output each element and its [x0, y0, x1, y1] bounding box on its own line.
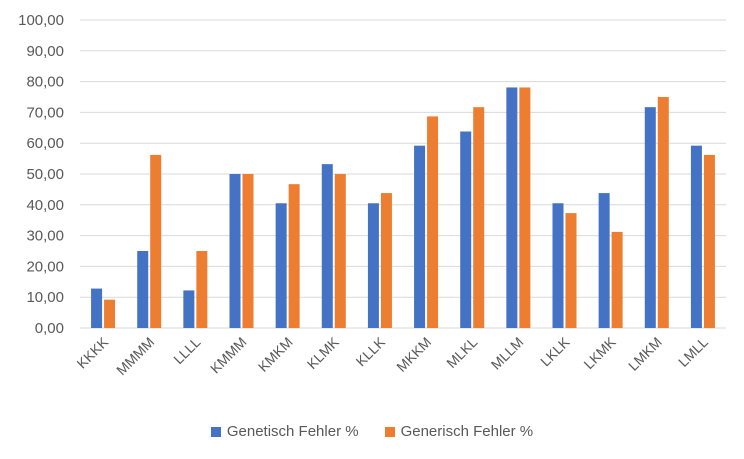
bar-generisch-mkkm — [427, 116, 439, 329]
y-tick-label: 20,00 — [26, 258, 64, 275]
y-tick-label: 80,00 — [26, 74, 64, 91]
legend-item-genetisch: Genetisch Fehler % — [210, 423, 359, 440]
bar-generisch-klmk — [334, 174, 346, 328]
bar-genetisch-klmk — [321, 164, 333, 328]
bar-generisch-kllk — [380, 193, 392, 328]
bar-generisch-kkkk — [104, 299, 116, 328]
y-tick-label: 0,00 — [35, 320, 64, 337]
y-tick-label: 10,00 — [26, 289, 64, 306]
legend-swatch-genetisch — [210, 426, 221, 437]
bar-genetisch-lmll — [690, 145, 702, 328]
bar-generisch-kmkm — [288, 184, 300, 328]
bar-generisch-lmkm — [657, 97, 669, 328]
x-tick-label: MLLM — [488, 334, 527, 373]
bar-generisch-mmmm — [150, 154, 162, 328]
bars — [91, 87, 715, 329]
x-axis-labels: KKKK MMMM LLLL KMMM KMKM KLMK KLLK MKKM MLKL MLLM… — [73, 333, 711, 378]
x-tick-label: LMLL — [675, 334, 711, 370]
bar-genetisch-kmmm — [229, 174, 241, 328]
gridlines — [80, 19, 726, 329]
x-tick-label: LLLL — [170, 334, 203, 367]
legend: Genetisch Fehler % Generisch Fehler % — [0, 423, 744, 440]
y-tick-label: 60,00 — [26, 135, 64, 152]
bar-generisch-kmmm — [242, 174, 254, 328]
bar-genetisch-lklk — [552, 203, 564, 328]
y-axis-labels: 0,00 10,00 20,00 30,00 40,00 50,00 60,00 70,00 8… — [18, 12, 64, 337]
x-tick-label: KMMM — [207, 334, 250, 377]
y-tick-label: 100,00 — [18, 12, 64, 29]
bar-genetisch-mllm — [506, 87, 518, 329]
bar-generisch-llll — [196, 251, 208, 328]
bar-genetisch-kllk — [367, 203, 379, 328]
x-tick-label: KKKK — [73, 333, 111, 371]
x-tick-label: KLMK — [304, 333, 343, 372]
bar-genetisch-lkmk — [598, 193, 610, 328]
y-tick-label: 40,00 — [26, 197, 64, 214]
bar-genetisch-mkkm — [414, 145, 426, 328]
bar-genetisch-lmkm — [644, 107, 656, 328]
bar-genetisch-mmmm — [137, 251, 149, 328]
bar-generisch-lmll — [703, 154, 715, 328]
legend-item-generisch: Generisch Fehler % — [384, 423, 534, 440]
y-tick-label: 70,00 — [26, 104, 64, 121]
bar-generisch-mlkl — [473, 107, 485, 328]
y-tick-label: 50,00 — [26, 166, 64, 183]
y-tick-label: 30,00 — [26, 228, 64, 245]
y-tick-label: 90,00 — [26, 43, 64, 60]
bar-chart: 0,00 10,00 20,00 30,00 40,00 50,00 60,00 70,00 8… — [18, 12, 726, 378]
bar-generisch-lkmk — [611, 231, 623, 328]
bar-genetisch-llll — [183, 290, 195, 328]
bar-generisch-mllm — [519, 87, 531, 329]
x-tick-label: MKKM — [393, 334, 434, 375]
x-tick-label: KLLK — [353, 333, 389, 369]
legend-swatch-generisch — [384, 426, 395, 437]
x-tick-label: LMKM — [625, 334, 665, 374]
bar-genetisch-kkkk — [91, 288, 103, 328]
x-tick-label: LKMK — [580, 333, 619, 372]
bar-genetisch-kmkm — [275, 203, 287, 328]
bar-genetisch-mlkl — [460, 131, 472, 328]
x-tick-label: LKLK — [537, 333, 573, 369]
x-tick-label: MLKL — [443, 334, 480, 371]
x-tick-label: KMKM — [255, 334, 296, 375]
x-tick-label: MMMM — [113, 334, 157, 378]
legend-label-generisch: Generisch Fehler % — [400, 423, 534, 440]
legend-label-genetisch: Genetisch Fehler % — [226, 423, 359, 440]
bar-generisch-lklk — [565, 213, 577, 328]
